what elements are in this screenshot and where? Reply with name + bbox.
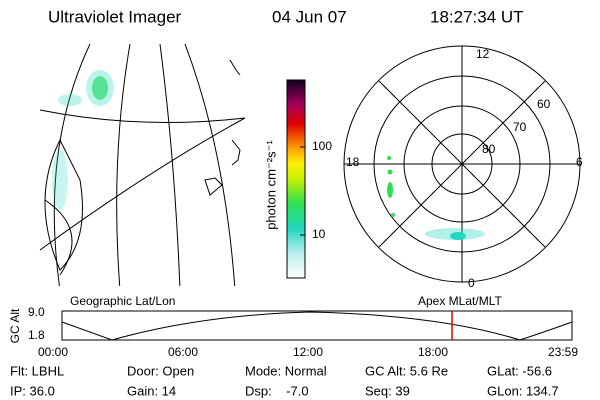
mlt-label: 6 [576,155,583,169]
timeline-y-label: 1.8 [28,328,45,342]
time-label: 23:59 [548,345,578,359]
footer-field: GC Alt: 5.6 Re [365,363,448,378]
polar-plot [343,45,581,283]
lat-label: 80 [482,142,496,156]
colorbar-label: photon cm⁻²s⁻¹ [263,140,278,230]
colorbar-tick-label: 100 [312,139,332,153]
footer-field: Mode: Normal [245,363,327,378]
timeline-left-title: Geographic Lat/Lon [70,294,175,308]
mlt-label: 0 [468,276,475,290]
colorbar [286,79,306,279]
mlt-label: 18 [346,155,360,169]
timeline-axis-label: GC Alt [8,308,22,343]
colorbar-tick-label: 10 [312,227,326,241]
time-label: 00:00 [38,345,68,359]
time: 18:27:34 UT [430,7,524,26]
title: Ultraviolet Imager [48,7,182,26]
time-label: 12:00 [293,345,323,359]
footer-field: Flt: LBHL [10,363,64,378]
lat-label: 70 [513,120,527,134]
footer-field: Door: Open [127,363,194,378]
footer-field: GLon: 134.7 [487,383,559,398]
footer-field: Dsp: -7.0 [245,383,309,398]
footer-field: IP: 36.0 [10,383,55,398]
time-label: 18:00 [418,345,448,359]
mlt-label: 12 [476,47,490,61]
geo-map [39,44,246,286]
footer-field: Gain: 14 [127,383,176,398]
time-label: 06:00 [168,345,198,359]
altitude-curve [61,311,573,341]
footer-field: GLat: -56.6 [487,363,552,378]
timeline-right-title: Apex MLat/MLT [418,294,502,308]
lat-label: 60 [537,97,551,111]
footer: Flt: LBHL Door: Open Mode: Normal GC Alt: 5… [10,363,559,398]
date: 04 Jun 07 [272,7,347,26]
footer-field: Seq: 39 [365,383,410,398]
timeline-y-label: 9.0 [28,305,45,319]
timeline-box [61,310,573,341]
